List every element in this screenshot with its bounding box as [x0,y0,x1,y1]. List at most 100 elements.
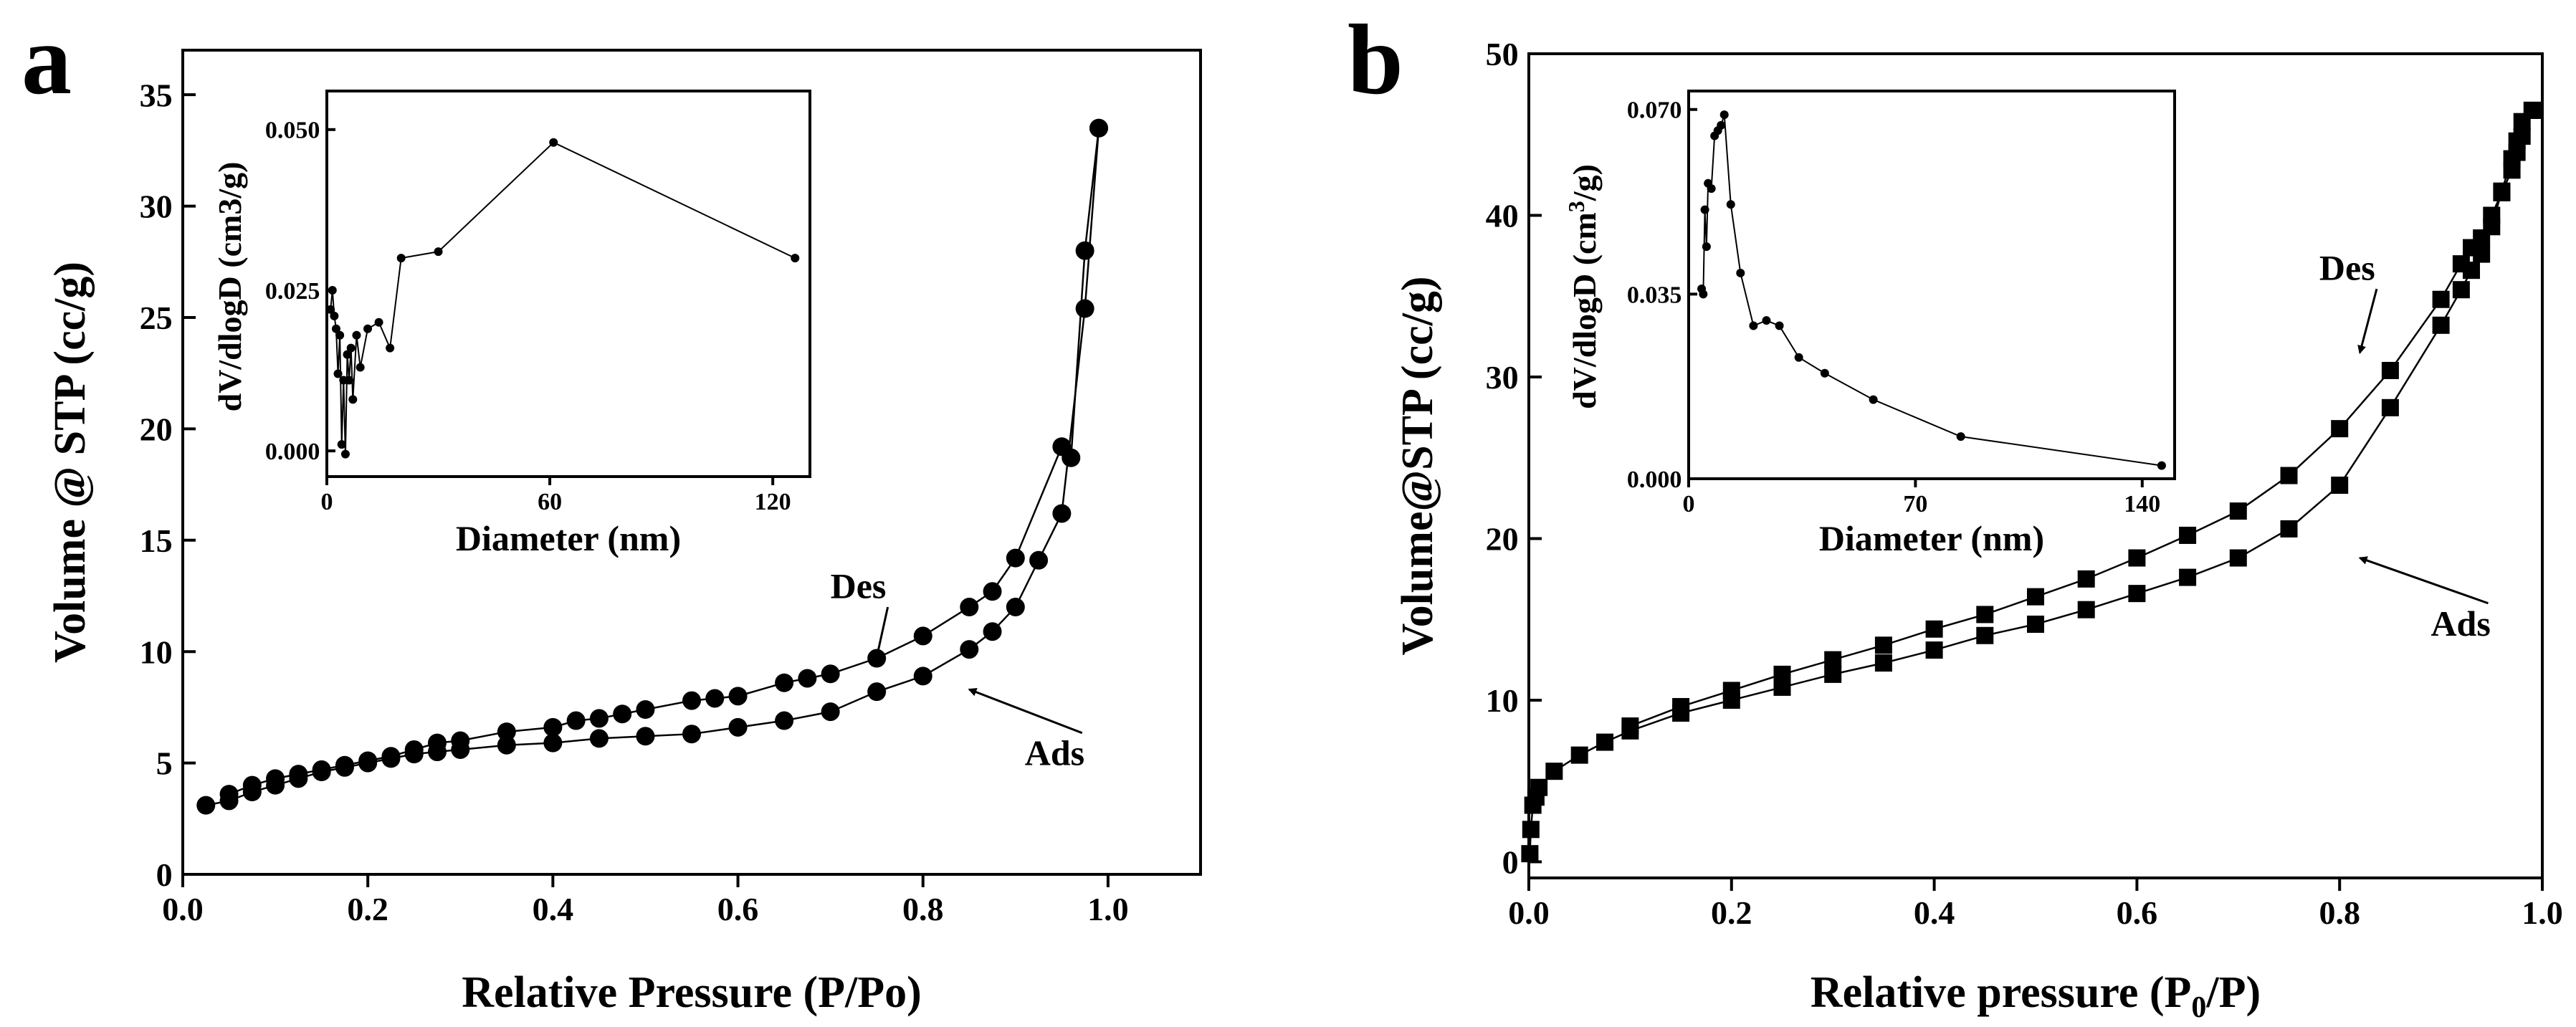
inset-a-point [363,324,373,333]
chart-a-ads-point [682,725,701,744]
chart-a-ads-point [913,667,932,686]
inset-b-point [1794,353,1803,362]
chart-b-des-point [2027,588,2044,606]
chart-b-des-point [2381,361,2399,379]
chart-a-ads-point [775,711,794,730]
chart-a-des-point [428,733,447,753]
chart-a-des-point [335,755,354,775]
chart-a-ads-point [960,640,979,659]
inset-b-point [1775,321,1784,330]
chart-a-des-point [404,740,424,759]
chart-a-des-point [289,765,308,784]
chart-a-ads-point [1006,598,1025,617]
chart-a-xtick-label: 1.0 [1087,891,1129,927]
chart-a-series [196,118,1108,815]
chart-b-xtick-label: 0.4 [1914,894,1955,931]
inset-a-point [343,350,352,359]
chart-b-ads-point [1570,746,1588,764]
inset-b-ytick-label: 0.070 [1627,97,1682,124]
inset-b-point [1820,368,1829,378]
inset-b-ytick-label: 0.000 [1627,467,1682,493]
chart-b-des-point [2077,570,2095,588]
chart-a-ytick-label: 25 [140,300,173,336]
chart-b-des-line [1629,110,2534,727]
chart-b-ads-point [2027,615,2044,633]
chart-b-ads-point [1925,641,1943,659]
inset-b-xtick-label: 70 [1903,491,1927,517]
chart-a-des-point [682,691,701,710]
chart-b-ytick-label: 30 [1486,359,1519,396]
chart-a-des-point [451,731,470,750]
chart-b-ytick-label: 50 [1486,36,1519,72]
inset-a-point [374,317,383,327]
inset-b-point [1869,395,1878,404]
inset-b-frame [1687,90,2176,480]
inset-a-ytick-label: 0.025 [265,278,320,305]
chart-a-ytick-label: 15 [140,522,173,559]
inset-b-point [1736,268,1745,277]
chart-a-ytick-label: 35 [140,77,173,113]
chart-b-des-point [1925,620,1943,638]
inset-a-point [346,343,356,353]
chart-b-des-point [2280,467,2298,484]
inset-b-point [1700,205,1709,214]
inset-b-series [1697,110,2166,470]
chart-b-des-point [2508,143,2526,161]
chart-a-arrow-ads [968,688,1083,735]
chart-b-ads-point [2179,568,2197,586]
chart-a-ads-point [728,717,748,737]
chart-b-arrow-des [2357,288,2378,355]
chart-b-ads-point [2280,520,2298,538]
chart-a: 0 5 10 15 20 25 30 35 0.0 0.2 0.4 0.6 0.8 1.0 Relati… [46,49,1202,1017]
inset-b-ytick-label: 0.035 [1627,282,1682,308]
chart-b-ads-point [1545,763,1563,780]
chart-b-des-point [1621,717,1639,735]
inset-a-point [337,440,346,449]
inset-a-xlabel: Diameter (nm) [456,518,681,558]
inset-a: 0.000 0.025 0.050 0 60 120 Diameter (nm) dV/… [211,90,811,558]
inset-b-x-ticks: 0 70 140 [1683,479,2160,517]
inset-b-point [1956,432,1965,441]
inset-a-xtick-label: 0 [321,489,333,515]
chart-b-des-point [2513,128,2531,145]
inset-b-ylabel: dV/dlogD (cm3/g) [1563,164,1603,409]
chart-b-des-point [1773,665,1791,683]
chart-a-des-point [798,669,817,688]
chart-a-ads-point [1052,504,1072,523]
chart-b-x-ticks: 0.0 0.2 0.4 0.6 0.8 1.0 [1508,878,2563,931]
inset-b-point [1707,184,1716,194]
chart-b-annotation-des: Des [2319,248,2375,288]
chart-a-ads-point [497,735,516,755]
panel-label-a: a [22,4,72,115]
inset-a-series [326,138,800,459]
chart-a-ads-point [867,682,887,702]
chart-a-arrow-des [874,606,889,659]
chart-b-ads-point [2381,398,2399,416]
chart-a-xtick-label: 0.8 [902,891,944,927]
chart-a-ytick-label: 30 [140,188,173,225]
chart-a-xtick-label: 0.2 [347,891,388,927]
chart-a-des-point [1006,548,1025,568]
chart-a-ads-point [543,733,563,753]
chart-a-x-ticks: 0.0 0.2 0.4 0.6 0.8 1.0 [162,874,1129,927]
chart-b-des-point [1976,606,1994,624]
inset-a-point [356,363,365,372]
chart-a-ads-point [1075,299,1094,318]
inset-a-point [549,138,558,147]
inset-b-y-ticks: 0.000 0.035 0.070 [1627,97,1697,493]
chart-a-xtick-label: 0.0 [162,891,204,927]
chart-a-ads-point [1029,550,1049,570]
chart-b-ytick-label: 20 [1486,521,1519,558]
inset-a-point [348,395,358,404]
panel-label-b: b [1347,4,1403,115]
chart-b-ytick-label: 0 [1502,844,1519,881]
chart-a-xlabel: Relative Pressure (P/Po) [462,968,922,1017]
inset-a-point [434,247,443,257]
chart-b-ads-point [1874,654,1892,672]
chart-b-ytick-label: 40 [1486,198,1519,234]
inset-a-point [396,254,406,263]
chart-b-arrow-ads [2358,556,2489,605]
chart-b-des-point [1874,636,1892,654]
chart-a-ads-point [589,729,609,748]
